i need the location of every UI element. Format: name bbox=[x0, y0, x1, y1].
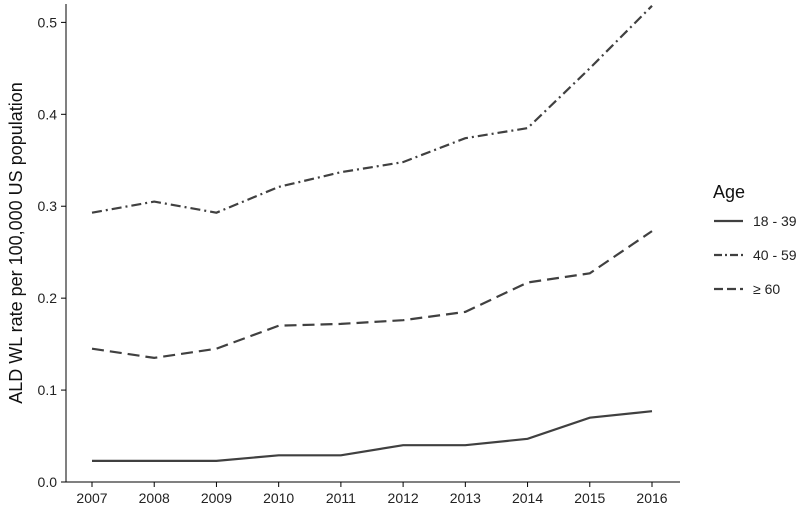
x-tick-label: 2010 bbox=[263, 490, 294, 505]
series-line-2 bbox=[91, 5, 653, 214]
y-tick-label: 0.0 bbox=[38, 474, 58, 490]
x-tick-label: 2013 bbox=[450, 490, 481, 505]
x-tick-label: 2014 bbox=[512, 490, 543, 505]
y-tick-label: 0.3 bbox=[38, 198, 58, 214]
y-tick-labels: 0.0 0.1 0.2 0.3 0.4 0.5 bbox=[38, 14, 58, 490]
y-tick-label: 0.4 bbox=[38, 106, 58, 122]
legend-label: 18 - 39 bbox=[753, 213, 797, 229]
y-tick-label: 0.1 bbox=[38, 382, 58, 398]
y-axis-title: ALD WL rate per 100,000 US population bbox=[6, 82, 26, 404]
series-line-1 bbox=[92, 410, 653, 462]
y-tick-label: 0.2 bbox=[38, 290, 58, 306]
x-tick-label: 2015 bbox=[574, 490, 605, 505]
legend-title: Age bbox=[713, 182, 745, 202]
legend-items: 18 - 39 40 - 59 ≥ 60 bbox=[714, 213, 797, 297]
x-tick-label: 2011 bbox=[326, 490, 356, 505]
x-tick-label: 2009 bbox=[201, 490, 232, 505]
x-tick-label: 2016 bbox=[636, 490, 667, 505]
y-tick-label: 0.5 bbox=[38, 14, 58, 30]
legend: Age 18 - 39 40 - 59 ≥ 60 bbox=[713, 182, 797, 297]
x-tick-labels: 2007 2008 2009 2010 2011 2012 2013 2014 2015 2016 bbox=[76, 490, 667, 505]
x-tick-label: 2007 bbox=[76, 490, 107, 505]
series-lines bbox=[91, 5, 653, 462]
axes bbox=[61, 4, 680, 487]
legend-label: ≥ 60 bbox=[753, 281, 780, 297]
series-line-3 bbox=[91, 230, 653, 360]
x-tick-label: 2012 bbox=[388, 490, 419, 505]
x-tick-label: 2008 bbox=[139, 490, 170, 505]
legend-label: 40 - 59 bbox=[753, 247, 797, 263]
